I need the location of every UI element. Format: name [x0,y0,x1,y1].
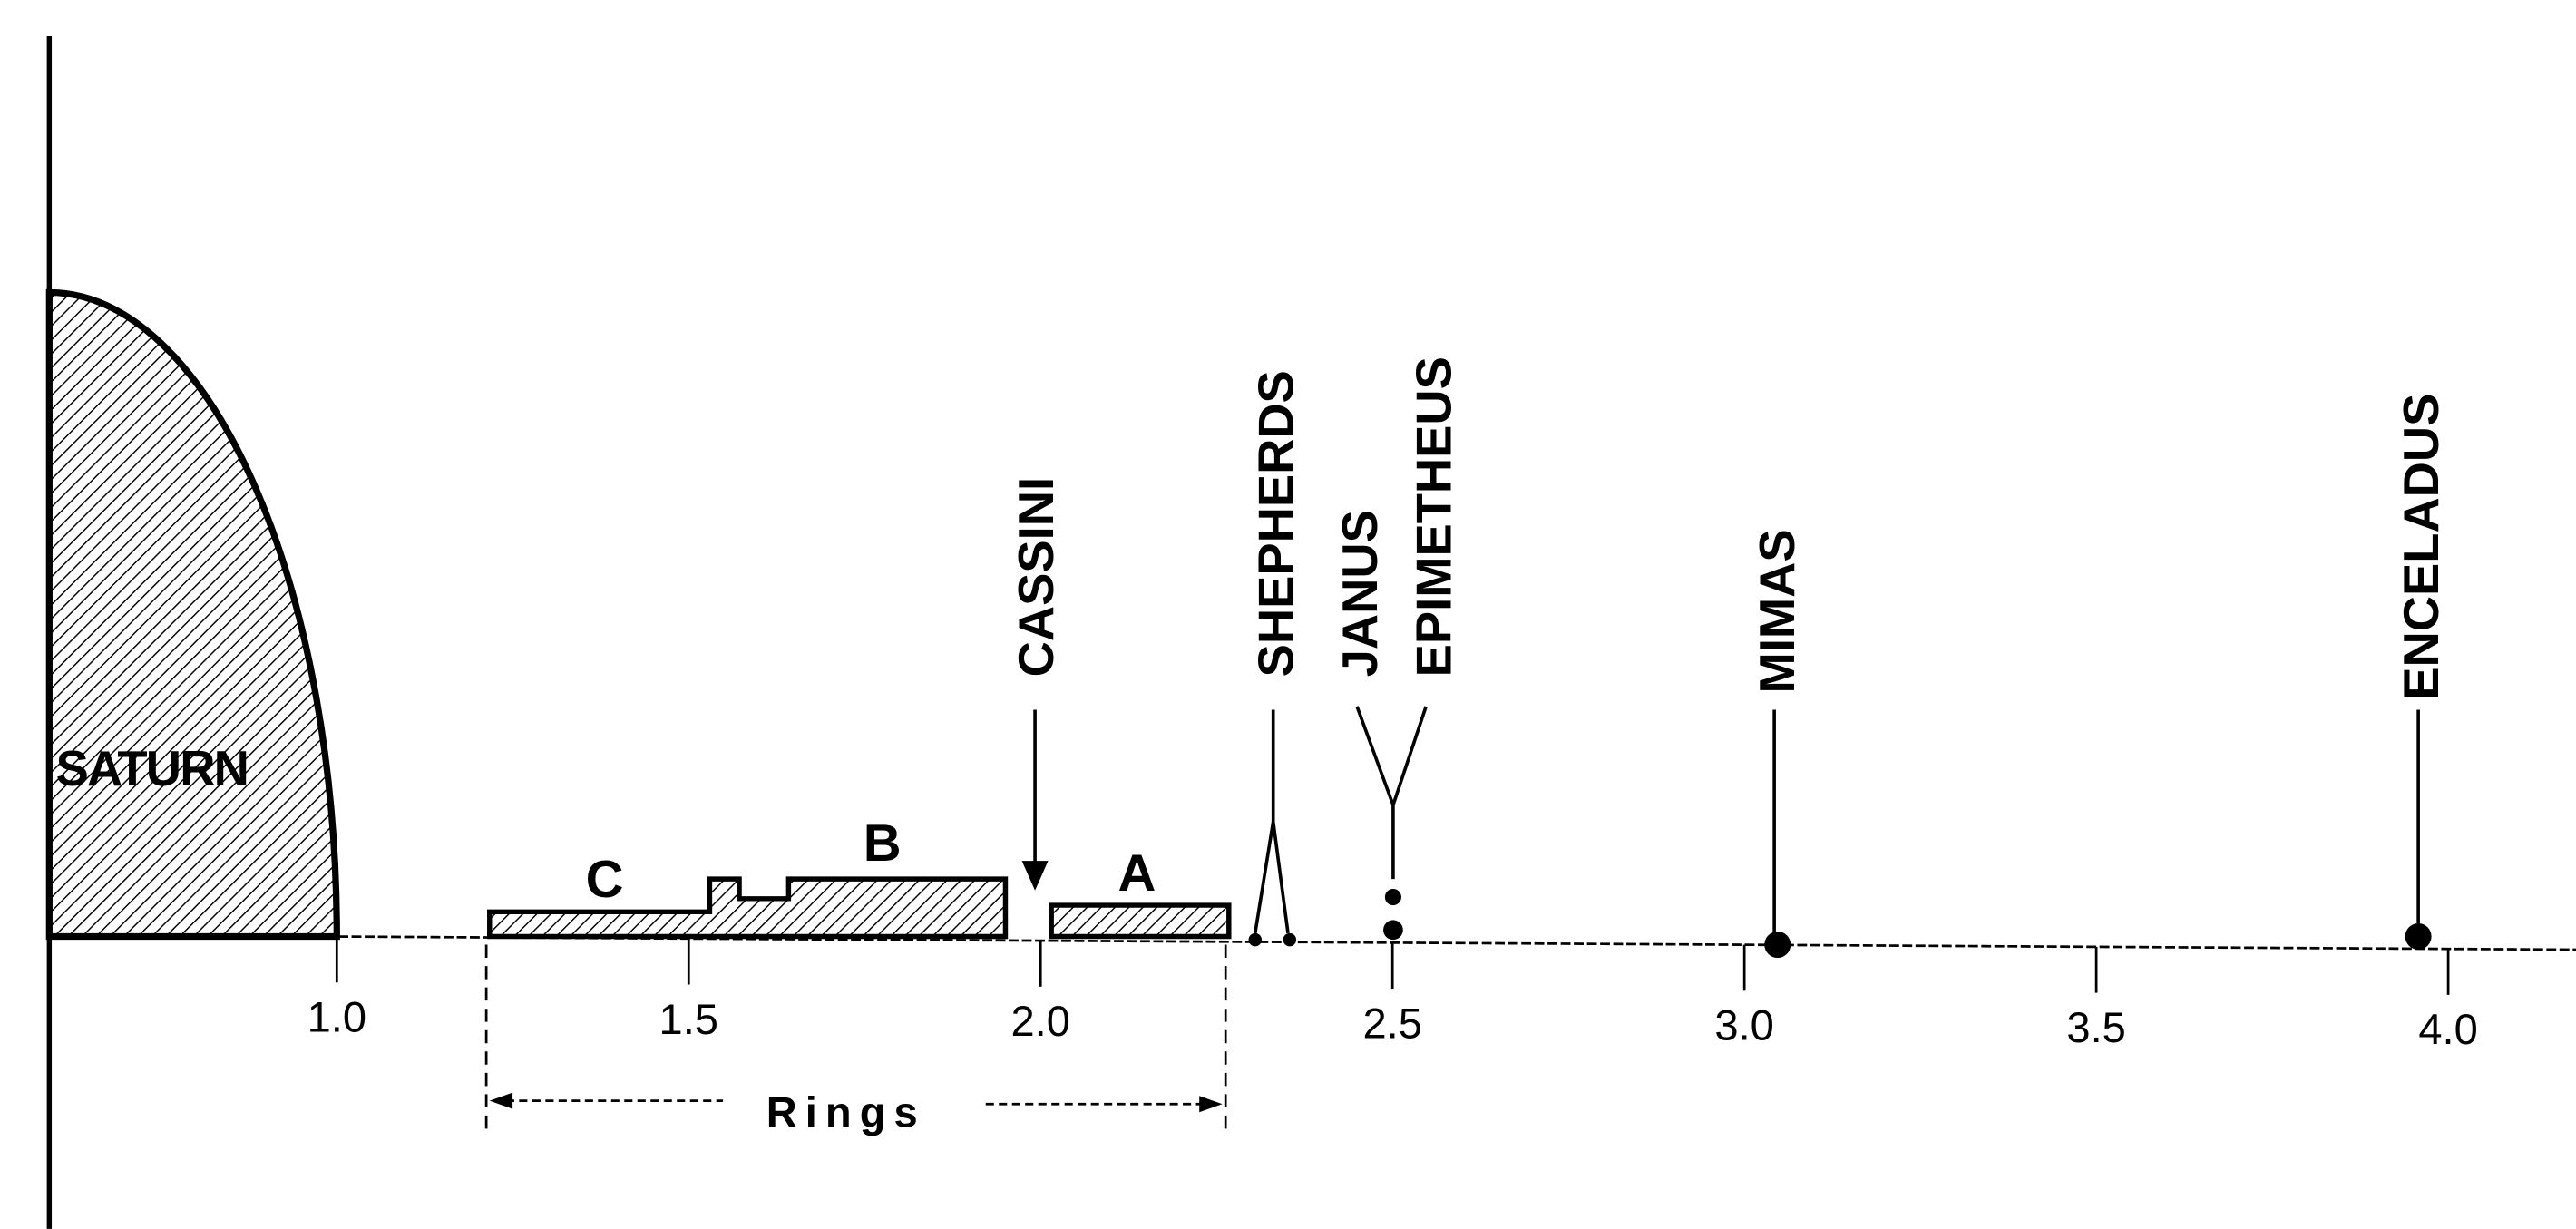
tick-label: 2.5 [1362,999,1421,1047]
radial-axis [49,933,2576,951]
moon-dot [1383,920,1403,941]
shepherd-lines [1253,821,1290,934]
span-label: Rings [766,1088,926,1136]
tick-label: 3.0 [1714,1001,1773,1049]
span-arrowhead [1199,1096,1223,1113]
saturn-label: SATURN [56,741,248,796]
ring-a-label: A [1117,844,1156,902]
moon-label: MIMAS [1750,529,1805,693]
moon-dot [2405,923,2432,950]
moon-dot [1384,888,1401,906]
saturn [45,288,340,941]
moon-dot [1764,932,1791,959]
tick-label: 1.5 [659,995,718,1043]
tick-label: 2.0 [1011,997,1070,1045]
moon-dot [1248,932,1263,947]
moon-label: ENCELADUS [2394,394,2449,700]
span-arrowhead [489,1092,513,1109]
tick-label: 1.0 [307,993,366,1041]
cassini-label: CASSINI [1009,477,1064,677]
moon-label: EPIMETHEUS [1406,356,1461,677]
ring-a [1049,902,1232,940]
cassini-arrowhead [1021,861,1049,891]
moon-dot [1283,932,1297,947]
tick-label: 3.5 [2066,1003,2125,1051]
tick-group: 1.0 1.5 2.0 2.5 3.0 3.5 4.0 [307,936,2478,1053]
moon-label: SHEPHERDS [1248,370,1303,677]
ring-c-label: C [586,851,624,909]
leader-line [1355,706,1428,811]
moon-label: JANUS [1332,510,1388,677]
tick-label: 4.0 [2418,1005,2477,1053]
ring-b-label: B [864,814,902,873]
ring-cb [487,876,1009,940]
